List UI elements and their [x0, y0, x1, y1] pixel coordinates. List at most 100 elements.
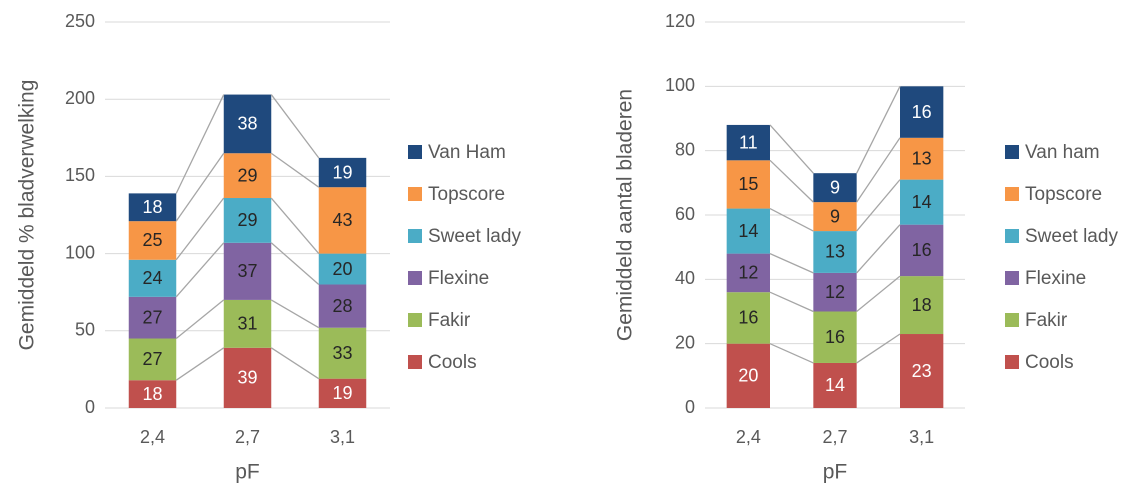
legend-label: Topscore	[428, 184, 505, 205]
bar-segment	[900, 276, 944, 335]
y-tick-label: 80	[675, 139, 695, 159]
x-tick-label: 2,7	[822, 427, 847, 447]
bar-segment	[223, 153, 272, 199]
data-label: 13	[825, 242, 845, 262]
x-tick-label: 2,4	[140, 427, 165, 447]
bar-segment	[318, 187, 367, 254]
series-line	[175, 197, 225, 261]
data-label: 18	[912, 295, 932, 315]
legend-label: Flexine	[428, 268, 489, 289]
legend-label: Fakir	[1025, 310, 1068, 331]
bar-segment	[813, 231, 857, 273]
legend-swatch	[1005, 229, 1019, 243]
legend-swatch	[1005, 355, 1019, 369]
legend-swatch	[1005, 271, 1019, 285]
data-label: 24	[142, 268, 162, 288]
bar-segment	[813, 311, 857, 363]
bar-segment	[900, 179, 944, 225]
data-label: 19	[332, 383, 352, 403]
series-line	[175, 242, 225, 298]
series-line	[856, 275, 901, 313]
x-tick-label: 2,7	[235, 427, 260, 447]
y-tick-label: 0	[85, 397, 95, 417]
data-label: 39	[237, 368, 257, 388]
data-label: 29	[237, 165, 257, 185]
series-line	[270, 347, 320, 380]
bar-segment	[900, 137, 944, 180]
data-label: 19	[332, 162, 352, 182]
bar-segment	[726, 208, 770, 254]
series-line	[175, 299, 225, 340]
legend-label: Sweet lady	[428, 226, 521, 247]
data-label: 12	[738, 263, 758, 283]
data-label: 14	[738, 221, 758, 241]
y-axis-title: Gemiddeld aantal bladeren	[614, 89, 637, 341]
bar-segment	[726, 253, 770, 293]
data-label: 20	[738, 366, 758, 386]
legend-swatch	[408, 145, 422, 159]
data-label: 33	[332, 343, 352, 363]
data-label: 38	[237, 114, 257, 134]
series-line	[856, 137, 901, 203]
legend-swatch	[408, 271, 422, 285]
legend-swatch	[408, 313, 422, 327]
series-line	[769, 291, 814, 313]
series-line	[769, 343, 814, 364]
series-line	[856, 179, 901, 232]
x-tick-label: 3,1	[909, 427, 934, 447]
y-tick-label: 150	[65, 165, 95, 185]
series-line	[270, 94, 320, 159]
bar-segment	[726, 160, 770, 209]
data-label: 43	[332, 210, 352, 230]
bar-segment	[318, 253, 367, 285]
x-tick-label: 3,1	[330, 427, 355, 447]
data-label: 15	[738, 174, 758, 194]
series-line	[175, 94, 225, 194]
bar-segment	[813, 202, 857, 232]
data-label: 31	[237, 314, 257, 334]
data-label: 27	[142, 307, 162, 327]
legend-swatch	[1005, 145, 1019, 159]
data-label: 16	[738, 308, 758, 328]
series-line	[856, 86, 901, 174]
legend-swatch	[408, 229, 422, 243]
y-tick-label: 250	[65, 11, 95, 31]
x-axis-title: pF	[823, 461, 848, 484]
bar-segment	[128, 380, 177, 408]
bar-segment	[726, 292, 770, 344]
bar-segment	[128, 221, 177, 260]
y-tick-label: 0	[685, 397, 695, 417]
bar-segment	[726, 343, 770, 408]
data-label: 16	[912, 102, 932, 122]
y-axis-title: Gemiddeld % bladverwelking	[16, 80, 39, 351]
bar-segment	[726, 124, 770, 161]
y-tick-label: 100	[65, 242, 95, 262]
legend-label: Van Ham	[428, 142, 506, 163]
y-tick-label: 60	[675, 204, 695, 224]
bar-segment	[128, 296, 177, 339]
data-label: 27	[142, 349, 162, 369]
bar-segment	[223, 242, 272, 300]
bar-segment	[128, 193, 177, 222]
bar-segment	[223, 347, 272, 408]
bar-segment	[900, 334, 944, 408]
bar-segment	[318, 378, 367, 408]
data-label: 14	[825, 375, 845, 395]
bar-segment	[223, 198, 272, 243]
data-label: 20	[332, 259, 352, 279]
y-tick-label: 200	[65, 88, 95, 108]
data-label: 18	[142, 384, 162, 404]
data-label: 29	[237, 210, 257, 230]
series-line	[175, 347, 225, 381]
y-tick-label: 40	[675, 268, 695, 288]
series-line	[270, 152, 320, 188]
series-line	[270, 242, 320, 285]
data-label: 13	[912, 148, 932, 168]
y-tick-label: 100	[665, 75, 695, 95]
y-tick-label: 120	[665, 11, 695, 31]
y-tick-label: 50	[75, 320, 95, 340]
legend-swatch	[1005, 187, 1019, 201]
data-label: 16	[825, 327, 845, 347]
